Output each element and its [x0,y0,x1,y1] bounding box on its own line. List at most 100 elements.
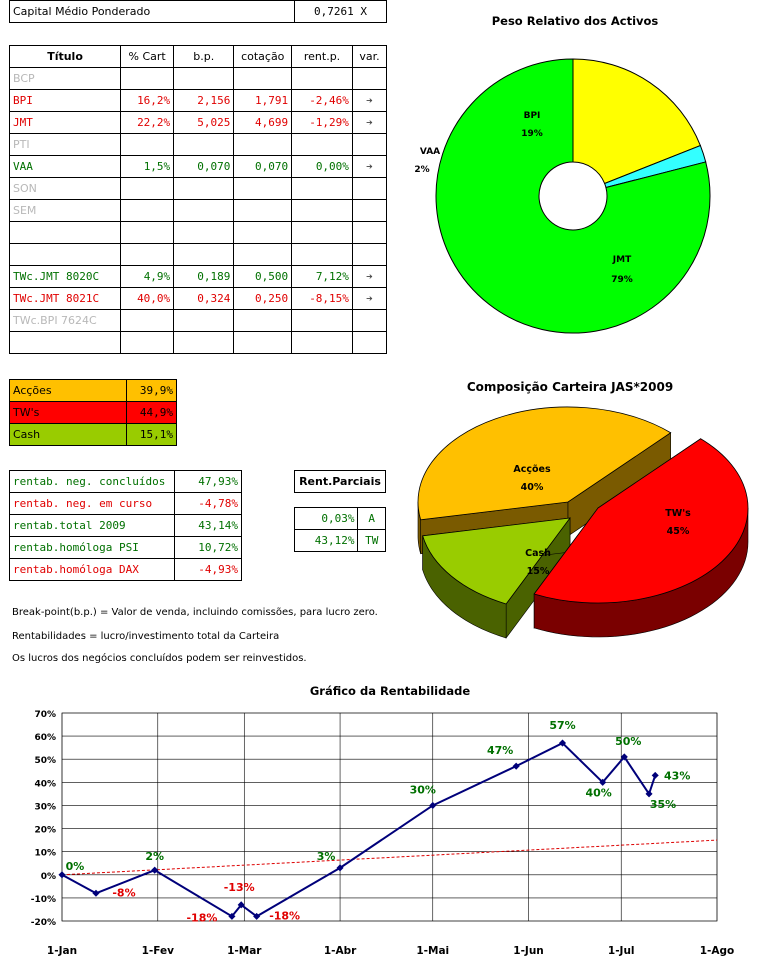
x-tick-label: 1-Jan [47,945,77,957]
cell-bp: 5,025 [173,111,235,134]
table-row: BCP [8,67,388,90]
data-label: 50% [615,735,641,748]
note-lucros: Os lucros dos negócios concluídos podem … [12,653,307,664]
pie2-slice-tws [533,438,749,604]
cell-pct [120,243,175,266]
var-arrow-icon [351,221,388,244]
y-tick-label: -10% [31,895,56,905]
data-label: -13% [224,881,255,894]
cell-name: TWc.JMT 8020C [8,265,122,288]
var-arrow-icon: ➔ [351,265,388,288]
cell-cot: 0,500 [233,265,293,288]
pie2-chart: Acções 40% TW's 45% Cash 15% [417,406,749,639]
data-label: 0% [66,860,85,873]
cell-rent [291,221,353,244]
data-label: 47% [487,744,513,757]
cell-pct: 22,2% [120,111,175,134]
y-tick-label: 70% [34,710,56,720]
cell-cot [233,177,293,200]
var-arrow-icon [351,177,388,200]
data-label: 40% [586,786,612,799]
header-1: % Cart [120,45,175,68]
pie1-label: BPI [524,111,541,121]
var-arrow-icon [351,243,388,266]
y-tick-label: 50% [34,756,56,766]
cell-cot: 0,070 [233,155,293,178]
pie1-slice-bpi [572,58,702,185]
var-arrow-icon: ➔ [351,89,388,112]
table-row: TWc.JMT 8020C 4,9% 0,189 0,500 7,12% ➔ [8,265,388,288]
partial-tw-value: 43,12% [293,529,359,552]
data-label: -8% [112,886,135,899]
header-0: Título [8,45,122,68]
table-row [8,243,388,266]
pie1-title: Peso Relativo dos Activos [491,14,659,28]
pie2-value-label: 40% [521,482,544,493]
y-tick-label: 0% [41,872,56,882]
plot-area [61,712,718,922]
returns-label: rentab. neg. concluídos [9,470,175,493]
cell-pct [120,199,175,222]
cell-cot [233,199,293,222]
cell-name: SON [8,177,122,200]
allocation-value: 44,9% [126,401,177,424]
cell-rent [291,331,353,354]
partial-a-value: 0,03% [293,507,359,530]
cell-rent: -2,46% [291,89,353,112]
cell-rent [291,133,353,156]
line-chart: -20% -10% 0% 10% 20% 30% 40% 50% 60% 70% 1-Jan 1-Fe… [31,710,735,957]
y-tick-label: 30% [34,802,56,812]
returns-label: rentab.homóloga DAX [9,558,175,581]
x-tick-label: 1-Jun [513,945,544,957]
cell-rent: 7,12% [291,265,353,288]
data-label: 3% [317,850,336,863]
cell-rent [291,243,353,266]
data-label: -18% [269,909,300,922]
cell-name [8,243,122,266]
cell-name: PTI [8,133,122,156]
pie2-label: Cash [525,548,551,559]
portfolio-table: Título% Cart b.p. cotação rent.p. var. BCP BP… [8,45,388,354]
table-row [8,221,388,244]
cell-bp [173,221,235,244]
cell-bp: 0,189 [173,265,235,288]
y-tick-label: -20% [31,918,56,928]
note-breakpoint: Break-point(b.p.) = Valor de venda, incl… [12,607,378,618]
capital-label: Capital Médio Ponderado [9,0,295,23]
partial-header: Rent.Parciais [294,470,386,493]
cell-name: BCP [8,67,122,90]
y-tick-label: 40% [34,779,56,789]
returns-row: rentab. neg. em curso -4,78% [9,492,242,515]
returns-row: rentab.homóloga DAX -4,93% [9,558,242,581]
pie1-value-label: 19% [521,129,543,139]
table-row: JMT 22,2% 5,025 4,699 -1,29% ➔ [8,111,388,134]
cell-rent [291,177,353,200]
data-point [558,739,567,747]
y-tick-label: 10% [34,849,56,859]
pie2-slice-accoes [417,406,672,521]
returns-row: rentab.homóloga PSI 10,72% [9,536,242,559]
pie2-label: Acções [513,464,551,475]
data-label: -18% [186,911,217,924]
pie1-value-label: 79% [611,275,633,285]
returns-label: rentab. neg. em curso [9,492,175,515]
line-title: Gráfico da Rentabilidade [309,684,471,698]
returns-value: -4,78% [174,492,242,515]
cell-bp [173,177,235,200]
cell-pct [120,67,175,90]
var-arrow-icon [351,331,388,354]
cell-cot [233,67,293,90]
cell-rent [291,67,353,90]
var-arrow-icon [351,309,388,332]
var-arrow-icon [351,67,388,90]
cell-pct: 1,5% [120,155,175,178]
var-arrow-icon: ➔ [351,155,388,178]
partial-returns-table: Rent.Parciais 0,03% A 43,12% TW [293,470,386,552]
x-tick-label: 1-Mai [416,945,449,957]
header-2: b.p. [173,45,235,68]
cell-cot [233,221,293,244]
cell-rent [291,309,353,332]
partial-tw-tag: TW [357,529,386,552]
x-tick-label: 1-Mar [227,945,262,957]
cell-cot [233,331,293,354]
